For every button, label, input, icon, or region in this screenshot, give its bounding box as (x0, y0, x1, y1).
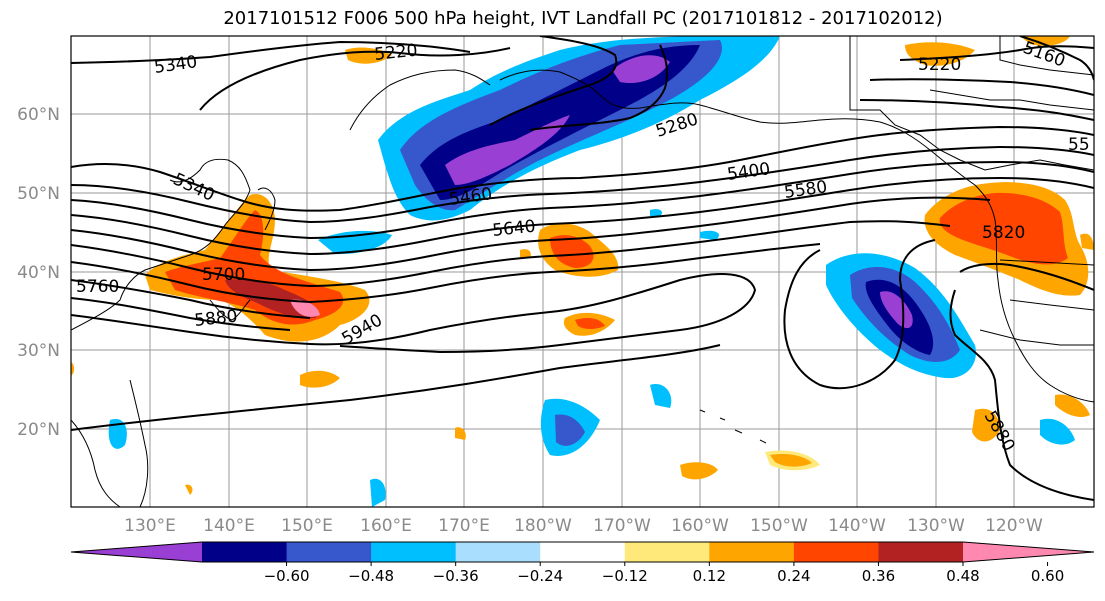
lon-label: 160°W (671, 516, 729, 536)
coastlines (71, 36, 1094, 507)
lon-label: 150°E (281, 516, 333, 536)
colorbar-segment (202, 542, 288, 562)
lat-label: 30°N (17, 341, 60, 361)
colorbar-tick-label: −0.24 (517, 567, 563, 585)
ivt-negative-region (108, 36, 1075, 507)
colorbar-tick-label: 0.12 (693, 567, 726, 585)
colorbar-tick-label: −0.48 (348, 567, 394, 585)
lon-label: 170°W (593, 516, 651, 536)
lon-label: 130°E (124, 516, 176, 536)
lon-label: 120°W (985, 516, 1043, 536)
map-title: 2017101512 F006 500 hPa height, IVT Land… (223, 8, 943, 29)
contour-label: 5640 (491, 217, 536, 241)
contour-label: 5880 (193, 307, 238, 331)
lon-label: 180°W (514, 516, 572, 536)
colorbar-segment (455, 542, 541, 562)
lon-label: 160°E (360, 516, 412, 536)
lon-label: 140°E (203, 516, 255, 536)
colorbar-segment (286, 542, 372, 562)
lon-label: 140°W (828, 516, 886, 536)
height-contours (71, 36, 1094, 501)
colorbar-tick-label: 0.48 (946, 567, 979, 585)
latitude-labels: 60°N 50°N 40°N 30°N 20°N (17, 105, 60, 440)
contour-label: 5700 (202, 265, 245, 285)
contour-label: 5760 (76, 277, 119, 297)
colorbar-segment (624, 542, 710, 562)
colorbar-tick-label: −0.36 (433, 567, 479, 585)
colorbar-tick-label: −0.12 (602, 567, 648, 585)
contour-label: 5820 (982, 223, 1025, 243)
colorbar-extend-low (71, 542, 202, 562)
lat-label: 60°N (17, 105, 60, 125)
colorbar-extend-high (963, 542, 1094, 562)
lon-label: 130°W (907, 516, 965, 536)
colorbar-tick-label: 0.60 (1031, 567, 1064, 585)
colorbar-outline (70, 541, 1095, 563)
colorbar-segment (540, 542, 626, 562)
colorbar: −0.60 −0.48 −0.36 −0.24 −0.12 0.12 0.24 0.36 0.4… (70, 541, 1095, 585)
lat-label: 20°N (17, 420, 60, 440)
contour-label: 5220 (373, 41, 418, 65)
map-frame (70, 35, 1095, 508)
contour-label: 55 (1068, 135, 1090, 155)
contour-label: 5220 (918, 55, 961, 75)
colorbar-tick-label: 0.36 (862, 567, 895, 585)
colorbar-segment (709, 542, 795, 562)
colorbar-tick-label: −0.60 (264, 567, 310, 585)
lon-label: 150°W (750, 516, 808, 536)
colorbar-segment (878, 542, 964, 562)
lat-label: 40°N (17, 263, 60, 283)
longitude-labels: 130°E 140°E 150°E 160°E 170°E 180°W 170°… (124, 516, 1043, 536)
lon-label: 170°E (438, 516, 490, 536)
colorbar-tick-label: 0.24 (777, 567, 810, 585)
ivt-positive-region (71, 36, 1094, 495)
colorbar-segment (371, 542, 457, 562)
colorbar-segment (793, 542, 879, 562)
lat-label: 50°N (17, 184, 60, 204)
